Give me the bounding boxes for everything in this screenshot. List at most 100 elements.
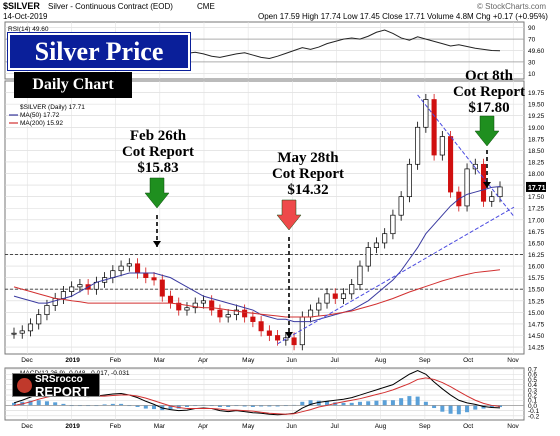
price-bar xyxy=(332,293,338,299)
x-tick-label-bottom: May xyxy=(242,423,255,430)
ma200-line xyxy=(13,269,501,318)
price-bar xyxy=(200,300,207,304)
annotation-may-price: $14.32 xyxy=(287,182,329,198)
x-tick-label-bottom: Aug xyxy=(375,423,387,430)
annotation-oct-report: Cot Report xyxy=(452,84,526,100)
y-tick-label: 19.25 xyxy=(528,113,545,120)
y-tick-label: 16.00 xyxy=(528,264,545,271)
trendline-1 xyxy=(417,94,515,217)
x-tick-label-bottom: 2019 xyxy=(65,423,80,430)
price-bar xyxy=(316,302,322,311)
x-tick-label: Feb xyxy=(110,357,122,364)
macd-hist-bar xyxy=(465,405,470,413)
y-tick-label: 0.2 xyxy=(528,393,537,400)
y-tick-label: 15.75 xyxy=(528,275,545,282)
price-bar xyxy=(497,186,503,198)
price-bar xyxy=(266,330,272,336)
y-tick-label: 0.1 xyxy=(528,398,537,405)
macd-hist-bar xyxy=(119,403,124,406)
macd-hist-bar xyxy=(53,402,58,406)
macd-hist-bar xyxy=(102,404,107,406)
macd-hist-bar xyxy=(473,405,478,410)
may-red-arrow-icon xyxy=(276,199,302,231)
price-bar xyxy=(382,233,388,244)
x-tick-label: Jun xyxy=(286,357,297,364)
price-legend-ma50: MA(50) 17.72 xyxy=(20,112,60,119)
price-bar xyxy=(36,314,42,325)
y-tick-label: 0.6 xyxy=(528,372,537,379)
annotation-may: May 28th Cot Report $14.32 xyxy=(268,150,348,198)
macd-hist-bar xyxy=(440,405,445,412)
panel-frame-1 xyxy=(4,80,525,355)
x-tick-label: Sep xyxy=(419,357,431,364)
x-tick-label: Aug xyxy=(375,357,387,364)
macd-hist-bar xyxy=(481,405,486,409)
price-bar xyxy=(324,293,330,304)
y-tick-label: 15.00 xyxy=(528,310,545,317)
y-tick-label: 18.75 xyxy=(528,136,545,143)
macd-hist-bar xyxy=(250,405,255,407)
x-tick-label-bottom: Nov xyxy=(507,423,519,430)
price-bar xyxy=(357,265,363,285)
price-bar xyxy=(167,295,174,304)
y-tick-label: 17.25 xyxy=(528,206,545,213)
macd-hist-bar xyxy=(407,396,412,406)
oct-green-arrow-icon xyxy=(474,115,500,147)
macd-hist-bar xyxy=(382,400,387,406)
price-bar xyxy=(489,196,495,202)
annotation-oct-price: $17.80 xyxy=(468,100,510,116)
rsi-legend: RSI(14) 49.60 xyxy=(8,26,49,33)
price-bar xyxy=(52,298,58,306)
annotation-feb-date: Feb 26th xyxy=(129,128,187,144)
y-tick-label: 0.4 xyxy=(528,382,537,389)
price-bar xyxy=(126,263,132,267)
y-tick-label: -0.1 xyxy=(528,408,540,415)
macd-hist-bar xyxy=(184,405,189,407)
y-tick-label: 0.3 xyxy=(528,387,537,394)
annotation-feb-report: Cot Report xyxy=(121,144,195,160)
trendline-0 xyxy=(277,206,515,345)
date-label: 14-Oct-2019 xyxy=(3,12,48,21)
macd-hist-bar xyxy=(143,405,148,409)
y-tick-label: 70 xyxy=(528,37,536,44)
y-tick-label: 16.75 xyxy=(528,229,545,236)
feb-dashed-arrow-head xyxy=(153,241,161,247)
macd-hist-bar xyxy=(448,405,453,414)
price-legend-main: $SILVER (Daily) 17.71 xyxy=(20,104,85,111)
price-bar xyxy=(390,214,396,235)
price-bar xyxy=(69,286,75,292)
y-tick-label: 16.50 xyxy=(528,240,545,247)
macd-hist-bar xyxy=(259,405,264,407)
macd-hist-bar xyxy=(341,402,346,406)
price-bar xyxy=(225,314,231,318)
x-tick-label-bottom: Apr xyxy=(198,423,209,430)
macd-hist-bar xyxy=(432,405,437,409)
price-bar xyxy=(250,316,256,322)
macd-hist-bar xyxy=(176,405,181,409)
price-bar xyxy=(118,265,124,272)
y-tick-label: 14.25 xyxy=(528,345,545,352)
logo-line1: SRSrocco xyxy=(35,374,83,385)
macd-hist-bar xyxy=(28,400,33,406)
price-bar xyxy=(464,168,470,207)
price-legend-ma200: MA(200) 15.92 xyxy=(20,120,63,127)
macd-hist-bar xyxy=(267,405,272,407)
x-tick-label: Oct xyxy=(463,357,473,364)
symbol-label: $SILVER xyxy=(3,1,40,11)
x-tick-label: Dec xyxy=(21,357,33,364)
x-tick-label: 2019 xyxy=(65,357,80,364)
exchange-label: CME xyxy=(197,2,215,11)
price-bar xyxy=(135,263,141,274)
last-value-tag xyxy=(526,181,546,192)
annotation-oct-date: Oct 8th xyxy=(465,68,513,84)
description-label: Silver - Continuous Contract (EOD) xyxy=(48,2,173,11)
y-tick-label: 18.00 xyxy=(528,171,545,178)
macd-hist-bar xyxy=(152,405,157,410)
macd-hist-bar xyxy=(217,405,222,407)
price-bar xyxy=(60,291,66,299)
last-value-label: 17.71 xyxy=(528,185,546,192)
macd-hist-bar xyxy=(374,400,379,406)
price-bar xyxy=(233,309,239,316)
x-tick-label: May xyxy=(242,357,255,364)
y-tick-label: 30 xyxy=(528,59,536,66)
